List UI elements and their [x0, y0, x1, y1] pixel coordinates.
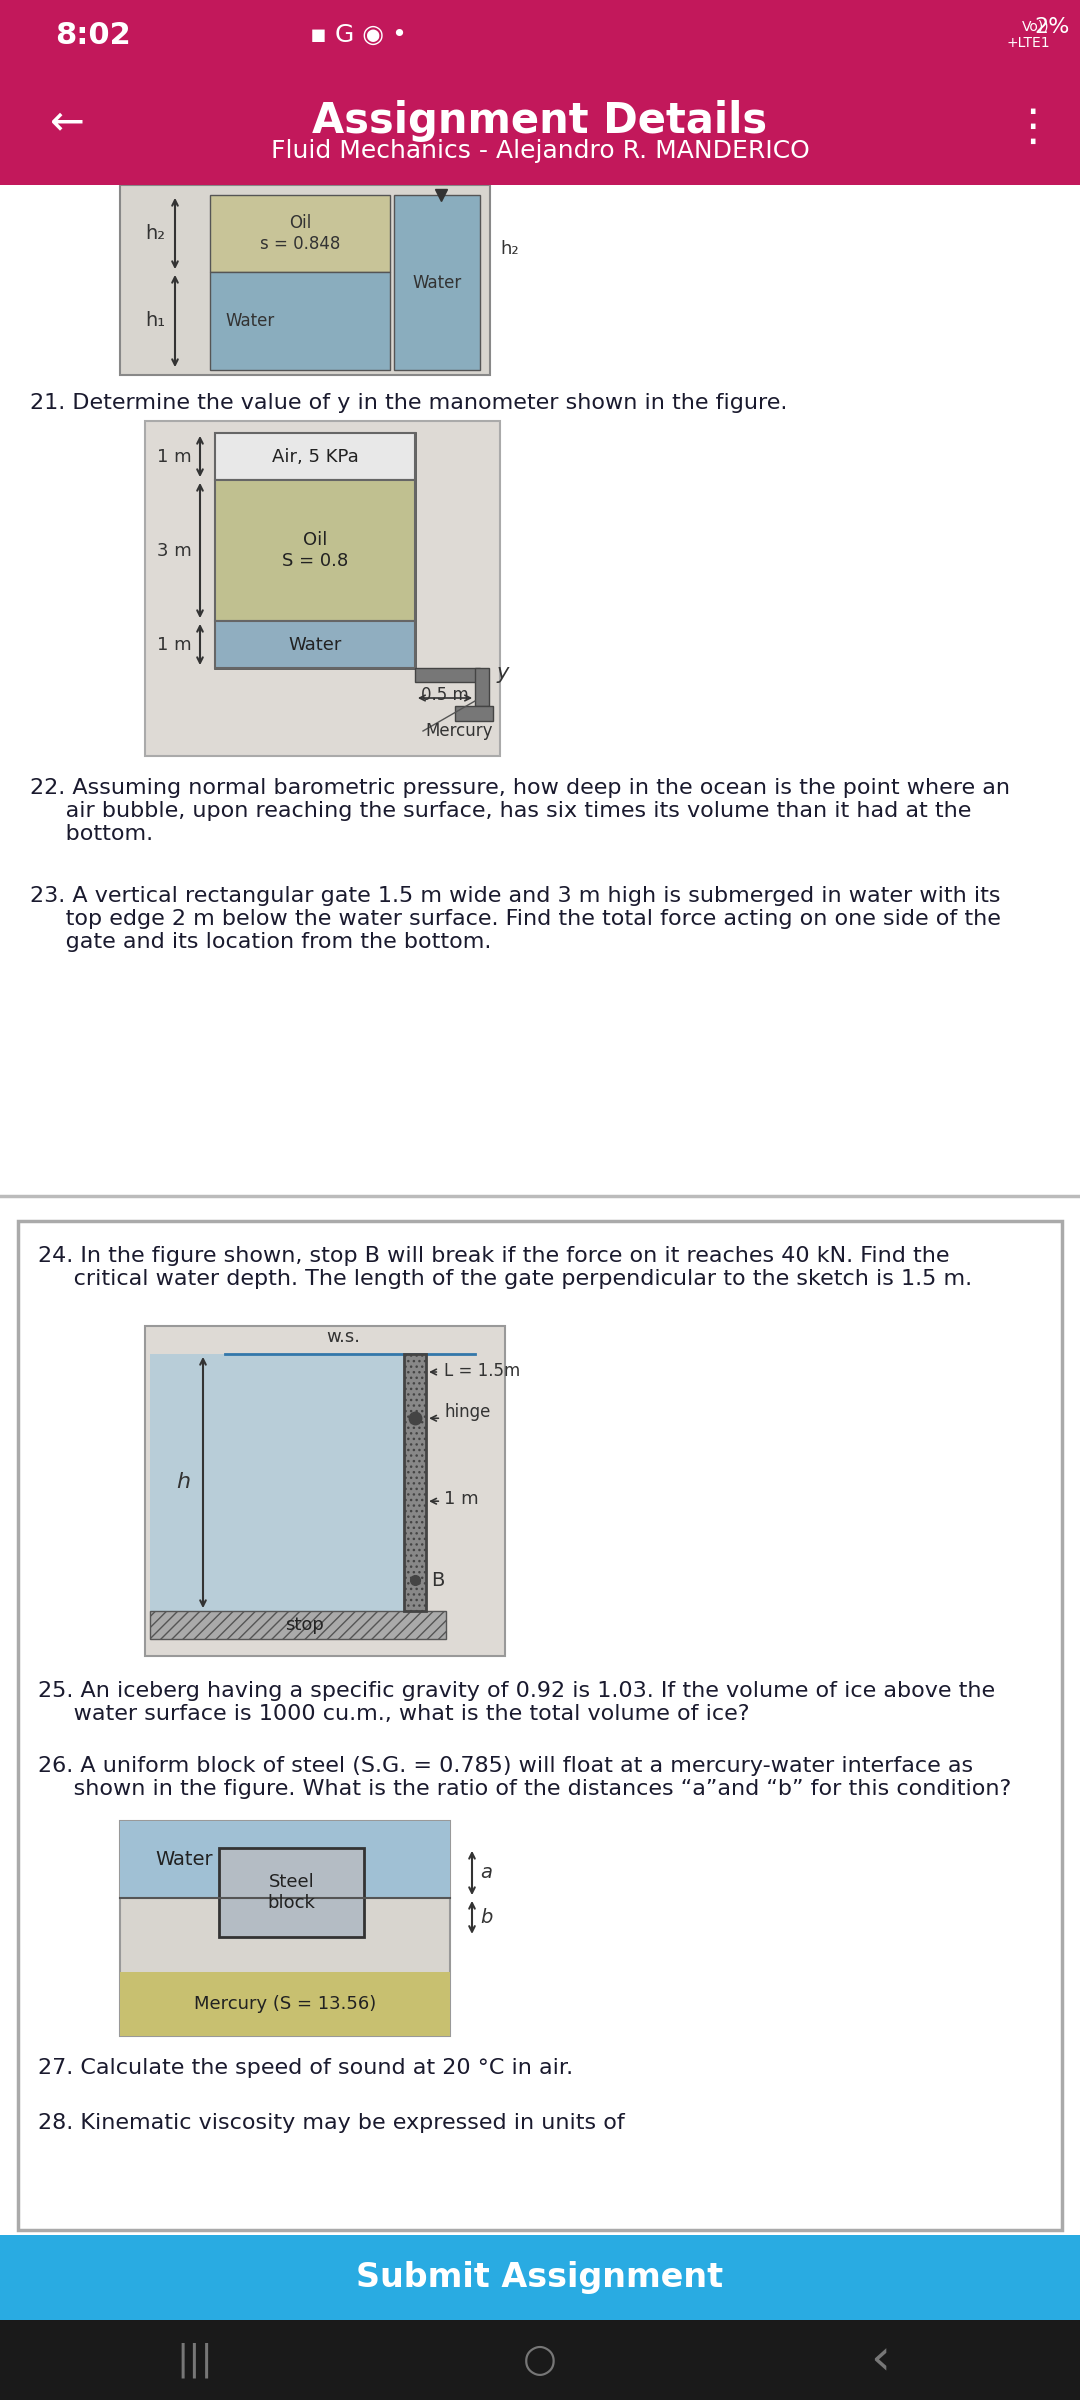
- Bar: [120, 185, 490, 374]
- Text: 21. Determine the value of y in the manometer shown in the figure.: 21. Determine the value of y in the mano…: [30, 394, 787, 413]
- Bar: [0, 185, 1080, 2239]
- Text: h₂: h₂: [145, 223, 165, 242]
- Text: h₁: h₁: [145, 312, 165, 331]
- Text: Steel
block: Steel block: [268, 1872, 315, 1913]
- Text: ⋮: ⋮: [1011, 106, 1055, 149]
- Text: Submit Assignment: Submit Assignment: [356, 2261, 724, 2294]
- Text: h₂: h₂: [500, 240, 518, 257]
- Text: 28. Kinematic viscosity may be expressed in units of: 28. Kinematic viscosity may be expressed…: [38, 2112, 624, 2134]
- Text: 1 m: 1 m: [444, 1490, 478, 1507]
- Text: hinge: hinge: [444, 1404, 490, 1421]
- Bar: [475, 667, 489, 706]
- Bar: [215, 622, 415, 667]
- Text: 0.5 m: 0.5 m: [421, 686, 469, 703]
- Text: Mercury (S = 13.56): Mercury (S = 13.56): [194, 1994, 376, 2014]
- Text: B: B: [431, 1570, 445, 1589]
- Bar: [0, 70, 1080, 185]
- Bar: [210, 271, 390, 370]
- Text: 1 m: 1 m: [158, 636, 192, 653]
- Bar: [18, 1222, 1062, 2230]
- Text: w.s.: w.s.: [326, 1327, 360, 1346]
- Text: Mercury: Mercury: [426, 722, 492, 739]
- Text: ←: ←: [50, 101, 85, 144]
- Bar: [215, 432, 415, 667]
- Bar: [455, 706, 492, 720]
- Text: Vo))
+LTE1: Vo)) +LTE1: [1007, 19, 1050, 50]
- Text: ▪ G ◉ •: ▪ G ◉ •: [310, 24, 407, 48]
- Text: 2%: 2%: [1035, 17, 1070, 36]
- Text: Water: Water: [156, 1850, 213, 1870]
- Bar: [145, 420, 500, 756]
- Text: Water: Water: [413, 274, 461, 290]
- Text: 8:02: 8:02: [55, 22, 131, 50]
- Text: ‹: ‹: [870, 2335, 890, 2383]
- Text: 23. A vertical rectangular gate 1.5 m wide and 3 m high is submerged in water wi: 23. A vertical rectangular gate 1.5 m wi…: [30, 886, 1001, 953]
- Text: Oil
s = 0.848: Oil s = 0.848: [260, 214, 340, 252]
- Bar: [0, 2234, 1080, 2321]
- Text: Water: Water: [288, 636, 341, 653]
- Bar: [210, 194, 390, 271]
- Bar: [404, 1354, 427, 1610]
- Text: 22. Assuming normal barometric pressure, how deep in the ocean is the point wher: 22. Assuming normal barometric pressure,…: [30, 778, 1010, 845]
- Text: Oil
S = 0.8: Oil S = 0.8: [282, 530, 348, 569]
- Text: h: h: [176, 1474, 190, 1493]
- Text: L = 1.5m: L = 1.5m: [444, 1361, 521, 1380]
- Bar: [215, 432, 415, 480]
- Text: 1 m: 1 m: [158, 446, 192, 466]
- Bar: [0, 0, 1080, 70]
- Text: |||: |||: [177, 2342, 214, 2378]
- Text: y: y: [497, 662, 510, 684]
- Bar: [120, 1822, 450, 1898]
- Bar: [150, 1354, 404, 1610]
- Text: Assignment Details: Assignment Details: [312, 101, 768, 142]
- Bar: [219, 1848, 364, 1937]
- Bar: [120, 1822, 450, 2035]
- Bar: [145, 1325, 505, 1656]
- Text: 3 m: 3 m: [158, 542, 192, 559]
- Bar: [394, 194, 480, 370]
- Text: ○: ○: [523, 2340, 557, 2378]
- Bar: [150, 1610, 446, 1639]
- Text: Air, 5 KPa: Air, 5 KPa: [272, 446, 359, 466]
- Text: Water: Water: [225, 312, 274, 329]
- Text: Fluid Mechanics - Alejandro R. MANDERICO: Fluid Mechanics - Alejandro R. MANDERICO: [271, 139, 809, 163]
- Text: 26. A uniform block of steel (S.G. = 0.785) will float at a mercury-water interf: 26. A uniform block of steel (S.G. = 0.7…: [38, 1757, 1011, 1800]
- Bar: [120, 1973, 450, 2035]
- Text: 24. In the figure shown, stop B will break if the force on it reaches 40 kN. Fin: 24. In the figure shown, stop B will bre…: [38, 1246, 972, 1289]
- Bar: [415, 667, 480, 682]
- Bar: [215, 480, 415, 622]
- Text: stop: stop: [285, 1615, 324, 1634]
- Text: 27. Calculate the speed of sound at 20 °C in air.: 27. Calculate the speed of sound at 20 °…: [38, 2057, 573, 2078]
- Text: a: a: [480, 1862, 492, 1882]
- Text: b: b: [480, 1908, 492, 1927]
- Bar: [0, 2321, 1080, 2400]
- Text: 25. An iceberg having a specific gravity of 0.92 is 1.03. If the volume of ice a: 25. An iceberg having a specific gravity…: [38, 1680, 995, 1723]
